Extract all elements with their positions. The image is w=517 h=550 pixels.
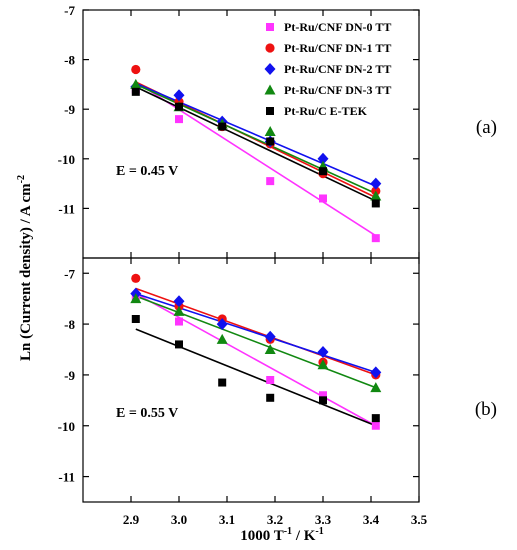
point-pt-ru-cnf-dn-0-tt	[175, 317, 183, 326]
x-tick-label: 3.5	[411, 512, 428, 527]
point-pt-ru-cnf-dn-3-tt	[130, 293, 142, 304]
point-pt-ru-cnf-dn-2-tt	[370, 177, 382, 190]
point-pt-ru-cnf-dn-2-tt	[216, 318, 228, 331]
legend-label-pt-ru-cnf-dn-2-tt: Pt-Ru/CNF DN-2 TT	[284, 62, 391, 76]
legend-marker-pt-ru-cnf-dn-0-tt	[266, 23, 274, 31]
point-pt-ru-cnf-dn-0-tt	[266, 376, 275, 384]
legend-marker-pt-ru-cnf-dn-2-tt	[264, 63, 276, 75]
panel-b: -7 -8 -9 -10 -11 2.9 3.0 3.1 3.2 3.3 3.4 3.5 E = 0.5…	[58, 257, 497, 527]
legend-marker-pt-ru-cnf-dn-3-tt	[264, 84, 276, 95]
y-tick-label: -7	[64, 3, 75, 18]
point-pt-ru-cnf-dn-3-tt	[130, 78, 142, 89]
potential-annotation: E = 0.45 V	[116, 164, 178, 179]
point-pt-ru-cnf-dn-2-tt	[173, 295, 185, 308]
point-pt-ru-c-e-tek	[371, 199, 380, 208]
point-pt-ru-cnf-dn-3-tt	[264, 126, 276, 137]
legend-label-pt-ru-cnf-dn-3-tt: Pt-Ru/CNF DN-3 TT	[284, 83, 391, 97]
legend-marker-pt-ru-cnf-dn-1-tt	[265, 43, 275, 53]
x-tick-label: 3.0	[171, 512, 187, 527]
point-pt-ru-cnf-dn-0-tt	[371, 234, 380, 243]
point-pt-ru-cnf-dn-3-tt	[370, 190, 382, 201]
y-tick-label: -8	[64, 317, 75, 332]
point-pt-ru-c-e-tek	[218, 378, 227, 387]
y-tick-label: -8	[64, 53, 75, 68]
x-axis-label: 1000 T-1 / K-1	[240, 526, 324, 544]
point-pt-ru-c-e-tek	[218, 122, 227, 131]
legend: Pt-Ru/CNF DN-0 TT Pt-Ru/CNF DN-1 TT Pt-Ru/…	[264, 20, 391, 118]
x-tick-label: 2.9	[123, 512, 140, 527]
point-pt-ru-c-e-tek	[266, 393, 275, 402]
x-tick-label: 3.4	[363, 512, 380, 527]
point-pt-ru-c-e-tek	[175, 102, 183, 111]
point-pt-ru-cnf-dn-0-tt	[371, 421, 380, 430]
panel-label: (a)	[476, 117, 497, 138]
point-pt-ru-cnf-dn-0-tt	[319, 391, 327, 400]
point-pt-ru-cnf-dn-2-tt	[317, 152, 329, 165]
plot-frame	[82, 257, 420, 503]
panel-a: -7 -8 -9 -10 -11 E = 0.45 V (a)	[58, 3, 497, 259]
point-pt-ru-cnf-dn-3-tt	[173, 305, 185, 316]
point-pt-ru-c-e-tek	[319, 167, 327, 176]
legend-label-pt-ru-c-e-tek: Pt-Ru/C E-TEK	[284, 104, 368, 118]
point-pt-ru-cnf-dn-3-tt	[370, 382, 382, 393]
point-pt-ru-cnf-dn-2-tt	[264, 330, 276, 343]
x-tick-label: 3.1	[219, 512, 235, 527]
y-tick-label: -9	[64, 102, 75, 117]
point-pt-ru-cnf-dn-1-tt	[131, 64, 141, 75]
point-pt-ru-c-e-tek	[131, 315, 140, 323]
y-axis-label: Ln (Current density) / A cm-2	[16, 175, 34, 361]
x-tick-label: 3.2	[267, 512, 283, 527]
panel-label: (b)	[475, 399, 497, 420]
point-pt-ru-c-e-tek	[371, 414, 380, 423]
point-pt-ru-cnf-dn-2-tt	[173, 89, 185, 102]
point-pt-ru-cnf-dn-0-tt	[266, 177, 275, 186]
point-pt-ru-cnf-dn-2-tt	[317, 346, 329, 359]
point-pt-ru-c-e-tek	[131, 87, 140, 96]
point-pt-ru-c-e-tek	[266, 137, 275, 146]
y-tick-label: -9	[64, 368, 75, 383]
point-pt-ru-cnf-dn-1-tt	[131, 273, 141, 283]
y-tick-label: -11	[58, 201, 75, 216]
point-pt-ru-cnf-dn-2-tt	[370, 366, 382, 379]
point-pt-ru-cnf-dn-3-tt	[216, 333, 228, 344]
legend-marker-pt-ru-c-e-tek	[266, 107, 274, 115]
point-pt-ru-cnf-dn-3-tt	[317, 359, 329, 370]
legend-label-pt-ru-cnf-dn-0-tt: Pt-Ru/CNF DN-0 TT	[284, 20, 391, 34]
point-pt-ru-c-e-tek	[319, 396, 327, 405]
point-pt-ru-cnf-dn-3-tt	[264, 344, 276, 354]
fit-line-pt-ru-cnf-dn-1-tt	[135, 287, 377, 376]
legend-label-pt-ru-cnf-dn-1-tt: Pt-Ru/CNF DN-1 TT	[284, 41, 391, 55]
point-pt-ru-cnf-dn-0-tt	[175, 115, 183, 124]
y-tick-label: -11	[58, 470, 75, 485]
y-tick-label: -10	[58, 419, 75, 434]
y-tick-label: -7	[64, 266, 75, 281]
x-tick-label: 3.3	[315, 512, 332, 527]
y-tick-label: -10	[58, 152, 75, 167]
potential-annotation: E = 0.55 V	[116, 406, 178, 421]
point-pt-ru-cnf-dn-0-tt	[319, 194, 327, 203]
fit-line-pt-ru-cnf-dn-3-tt	[135, 295, 377, 389]
point-pt-ru-c-e-tek	[175, 340, 183, 349]
